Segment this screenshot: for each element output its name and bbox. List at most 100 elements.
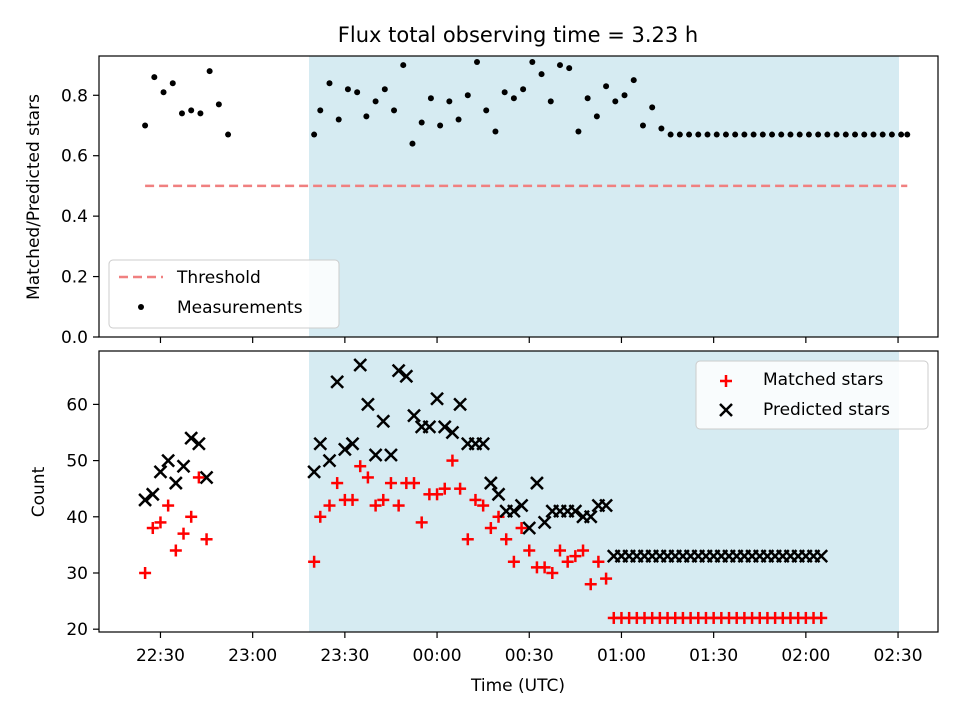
matched-star-point xyxy=(592,555,605,568)
predicted-star-point xyxy=(168,476,183,490)
matched-star-point xyxy=(369,499,382,512)
measurement-point xyxy=(593,113,600,120)
x-tick-label: 23:30 xyxy=(320,646,369,666)
predicted-legend-label: Predicted stars xyxy=(763,400,890,420)
predicted-star-point xyxy=(514,498,529,513)
x-tick-label: 01:30 xyxy=(689,646,738,666)
predicted-star-point xyxy=(368,448,383,462)
measurement-point xyxy=(391,107,398,114)
predicted-star-point xyxy=(337,442,352,457)
figure-title: Flux total observing time = 3.23 h xyxy=(338,23,698,47)
measurement-point xyxy=(861,131,868,138)
measurement-point xyxy=(142,122,149,129)
measurement-point xyxy=(676,131,683,138)
matched-star-point xyxy=(446,454,459,467)
bottom-axes: 20 30 40 50 60 22:30 23:00 23:30 00:00 00:30 01:0… xyxy=(29,350,939,696)
measurement-point xyxy=(354,89,361,96)
measurement-point xyxy=(904,131,911,138)
matched-star-point xyxy=(354,460,367,473)
measurement-point xyxy=(778,131,785,138)
measurement-point xyxy=(446,98,453,105)
bottom-legend: Matched stars Predicted stars xyxy=(695,360,929,430)
threshold-legend-label: Threshold xyxy=(176,268,261,288)
predicted-star-point xyxy=(437,419,452,434)
measurement-point xyxy=(566,65,573,72)
matched-star-point xyxy=(438,482,451,495)
measurement-point xyxy=(870,131,877,138)
matched-star-point xyxy=(484,522,497,535)
top-y-tick-label: 0.6 xyxy=(61,147,88,167)
measurement-point xyxy=(400,62,407,69)
predicted-star-point xyxy=(568,504,583,519)
measurement-point xyxy=(326,80,333,87)
measurement-point xyxy=(842,131,849,138)
bottom-y-tick-label: 40 xyxy=(66,508,88,528)
predicted-star-point xyxy=(313,436,328,451)
predicted-star-point xyxy=(322,453,337,468)
matched-star-point xyxy=(346,493,359,506)
measurement-point xyxy=(510,95,517,102)
measurement-point xyxy=(437,122,444,129)
measurement-point xyxy=(833,131,840,138)
matched-star-point xyxy=(169,544,182,557)
measurement-point xyxy=(704,131,711,138)
matched-star-point xyxy=(154,516,167,529)
measurement-point xyxy=(722,131,729,138)
predicted-star-point xyxy=(307,464,322,479)
measurements-legend-swatch xyxy=(138,304,144,310)
matched-star-point xyxy=(139,566,152,579)
x-tick-label: 02:30 xyxy=(874,646,923,666)
measurement-point xyxy=(888,131,895,138)
matched-star-point xyxy=(553,544,566,557)
measurement-point xyxy=(630,77,637,84)
predicted-star-point xyxy=(191,436,206,451)
measurement-point xyxy=(197,110,204,117)
measurement-point xyxy=(520,86,527,93)
measurement-point xyxy=(464,92,471,99)
matched-star-point xyxy=(477,499,490,512)
matched-star-point xyxy=(600,572,613,585)
predicted-star-point xyxy=(445,425,460,440)
predicted-star-point xyxy=(537,515,552,530)
measurement-point xyxy=(658,125,665,132)
measurement-point xyxy=(363,113,370,120)
top-y-tick-label: 0.0 xyxy=(61,328,88,348)
matched-star-point xyxy=(331,477,344,490)
predicted-star-point xyxy=(422,419,437,434)
measurement-point xyxy=(796,131,803,138)
matched-star-point xyxy=(469,493,482,506)
matched-star-point xyxy=(492,510,505,523)
measurement-point xyxy=(317,107,324,114)
matched-star-point xyxy=(584,578,597,591)
measurement-point xyxy=(225,131,232,138)
predicted-star-point xyxy=(407,408,421,423)
measurement-point xyxy=(409,140,416,147)
measurement-point xyxy=(898,131,905,138)
predicted-star-point xyxy=(176,459,191,474)
matched-star-point xyxy=(415,516,428,529)
measurement-point xyxy=(501,89,508,96)
measurement-point xyxy=(769,131,776,138)
bottom-y-tick-label: 50 xyxy=(66,452,88,472)
predicted-star-point xyxy=(199,470,214,485)
measurement-point xyxy=(639,122,646,129)
measurement-point xyxy=(455,116,462,123)
top-legend-box xyxy=(108,259,340,329)
predicted-star-point xyxy=(153,464,168,479)
measurement-point xyxy=(686,131,693,138)
predicted-star-point xyxy=(184,431,199,445)
measurement-point xyxy=(344,86,351,93)
measurement-point xyxy=(372,98,379,105)
predicted-star-point xyxy=(361,397,375,412)
measurement-point xyxy=(815,131,822,138)
measurement-point xyxy=(538,71,545,78)
predicted-star-point xyxy=(599,498,613,513)
predicted-star-point xyxy=(583,509,598,524)
measurement-point xyxy=(427,95,434,102)
measurement-point xyxy=(556,62,563,69)
measurement-point xyxy=(732,131,739,138)
matched-legend-swatch xyxy=(720,375,732,387)
x-tick-label: 00:30 xyxy=(505,646,554,666)
bottom-y-ticks: 20 30 40 50 60 xyxy=(66,395,99,640)
